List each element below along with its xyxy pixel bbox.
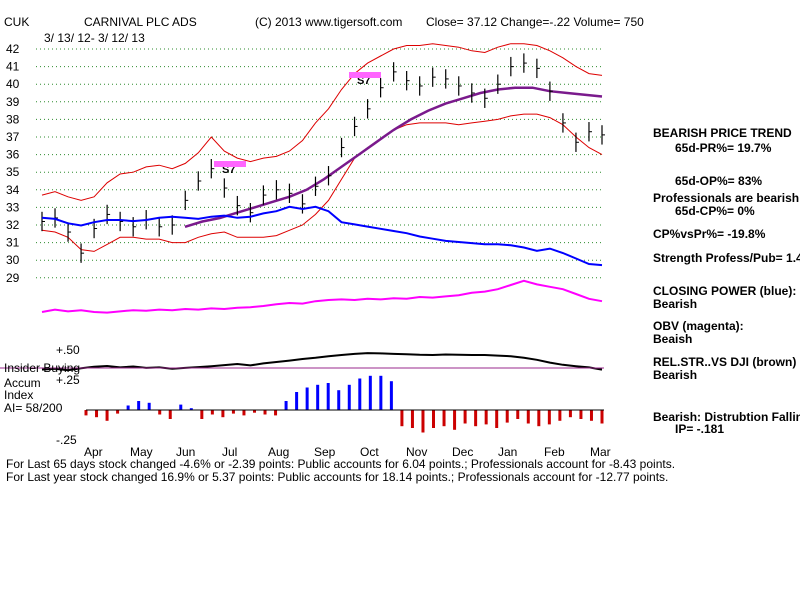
ticker-label: CUK [4,15,29,29]
month-label: Sep [314,445,336,459]
accum-tick-bottom: -.25 [56,433,77,447]
price-gridlines [36,48,604,279]
cp-value: 65d-CP%= 0% [675,204,755,218]
sell-signal-marker [349,72,381,78]
obv-line [41,279,603,314]
ip-value: IP= -.181 [675,422,724,436]
month-label: Jul [222,445,237,459]
month-label: Jan [498,445,517,459]
price-tick-29: 29 [6,271,20,285]
obv-value: Beaish [653,332,692,346]
cp-vs-pr: CP%vsPr%= -19.8% [653,227,766,241]
copyright-text: (C) 2013 www.tigersoft.com [255,15,402,29]
month-label: Dec [452,445,473,459]
price-tick-42: 42 [6,42,20,56]
closing-power-value: Bearish [653,297,697,311]
trend-label: BEARISH PRICE TREND [653,126,792,140]
obv-label: OBV (magenta): [653,319,744,333]
price-tick-37: 37 [6,130,20,144]
price-axis: 42 41 40 39 38 37 36 35 34 33 32 31 30 29 [6,42,20,285]
month-label: Jun [176,445,195,459]
price-tick-40: 40 [6,77,20,91]
footer-65-day: For Last 65 days stock changed -4.6% or … [6,457,675,471]
index-label: Index [4,388,33,402]
closing-power-label: CLOSING POWER (blue): [653,284,796,298]
pr-value: 65d-PR%= 19.7% [675,141,772,155]
month-axis: Apr May Jun Jul Aug Sep Oct Nov Dec Jan Feb Mar [84,445,611,459]
ai-value: AI= 58/200 [4,401,63,415]
month-label: Aug [268,445,289,459]
upper-band-line [41,43,603,201]
accum-label: Accum [4,376,41,390]
month-label: Mar [590,445,611,459]
price-tick-30: 30 [6,253,20,267]
accum-tick-mid: +.25 [56,373,80,387]
price-tick-35: 35 [6,165,20,179]
price-tick-36: 36 [6,148,20,162]
op-value: 65d-OP%= 83% [675,174,762,188]
strength-value: Strength Profess/Pub= 1.4 [653,251,800,265]
rel-str-value: Bearish [653,368,697,382]
rel-str-label: REL.STR..VS DJI (brown) [653,355,796,369]
insider-buying-label: Insider Buying [4,361,80,375]
company-name: CARNIVAL PLC ADS [84,15,197,29]
month-label: May [130,445,153,459]
accum-tick-top: +.50 [56,343,80,357]
price-tick-33: 33 [6,200,20,214]
quote-summary: Close= 37.12 Change=-.22 Volume= 750 [426,15,644,29]
rel-str-line [41,352,603,372]
prof-bearish: Professionals are bearish [653,191,799,205]
ma65-line [184,86,603,228]
closing-power-line [41,205,603,267]
month-label: Apr [84,445,103,459]
price-tick-34: 34 [6,183,20,197]
sell-signal-marker [214,161,246,167]
month-label: Oct [360,445,379,459]
month-label: Nov [406,445,427,459]
price-tick-38: 38 [6,112,20,126]
price-tick-32: 32 [6,218,20,232]
distribution-label: Bearish: Distrubtion Falling [653,410,800,424]
footer-1-year: For Last year stock changed 16.9% or 5.3… [6,470,668,484]
lower-band-line [41,113,603,252]
price-tick-39: 39 [6,95,20,109]
price-tick-41: 41 [6,60,20,74]
month-label: Feb [544,445,565,459]
price-tick-31: 31 [6,236,20,250]
indicator-sidebar: BEARISH PRICE TREND 65d-PR%= 19.7% 65d-O… [653,126,800,436]
date-range: 3/ 13/ 12- 3/ 12/ 13 [44,31,145,45]
